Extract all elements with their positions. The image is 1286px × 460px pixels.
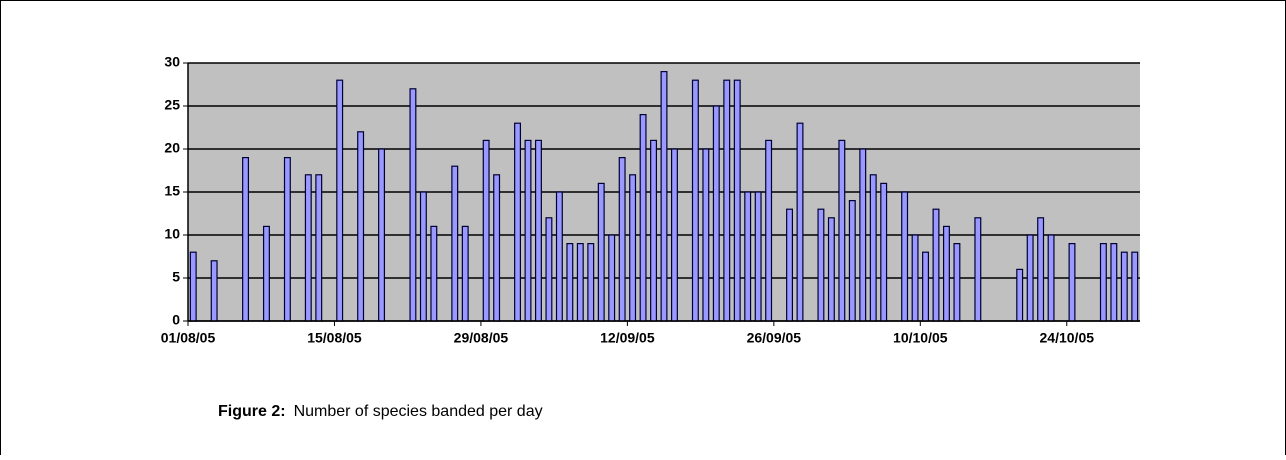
bar (576, 243, 584, 322)
bar (189, 251, 197, 322)
bar (493, 174, 501, 322)
bar (650, 139, 658, 322)
bar (629, 174, 637, 322)
bar (1016, 268, 1024, 322)
bar (242, 157, 250, 322)
bar (283, 157, 291, 322)
bar (817, 208, 825, 322)
bar (608, 234, 616, 322)
bar (733, 79, 741, 322)
bar (597, 182, 605, 322)
x-tick-label: 10/10/05 (893, 330, 948, 346)
bar (639, 113, 647, 322)
bar (922, 251, 930, 322)
bar (869, 174, 877, 322)
bar (461, 225, 469, 322)
bar (378, 148, 386, 322)
bar (744, 191, 752, 322)
bar (827, 217, 835, 322)
bar (974, 217, 982, 322)
caption-text: Number of species banded per day (294, 403, 543, 420)
bar (555, 191, 563, 322)
bar (210, 260, 218, 322)
bar (660, 70, 668, 322)
bar (765, 139, 773, 322)
bar (786, 208, 794, 322)
bar (880, 182, 888, 322)
bar (262, 225, 270, 322)
bar (670, 148, 678, 322)
bar (315, 174, 323, 322)
bar (838, 139, 846, 322)
bar (723, 79, 731, 322)
caption-label: Figure 2: (218, 403, 286, 420)
bar (409, 88, 417, 322)
y-tick-label: 25 (164, 97, 180, 113)
y-tick-label: 0 (172, 312, 180, 328)
bar (482, 139, 490, 322)
x-tick-label: 26/09/05 (747, 330, 802, 346)
bar (942, 225, 950, 322)
bar (1110, 243, 1118, 322)
y-tick-label: 10 (164, 226, 180, 242)
bar (932, 208, 940, 322)
bar (712, 105, 720, 322)
bar (587, 243, 595, 322)
bar (524, 139, 532, 322)
x-tick-label: 24/10/05 (1040, 330, 1095, 346)
x-tick-label: 01/08/05 (161, 330, 216, 346)
bar (911, 234, 919, 322)
bar (419, 191, 427, 322)
bar (566, 243, 574, 322)
bar (1068, 243, 1076, 322)
bar (1047, 234, 1055, 322)
y-tick-label: 5 (172, 269, 180, 285)
bar (451, 165, 459, 322)
y-tick-label: 20 (164, 140, 180, 156)
bar (618, 157, 626, 322)
bar (545, 217, 553, 322)
bar (534, 139, 542, 322)
bar (901, 191, 909, 322)
bar (304, 174, 312, 322)
bar (702, 148, 710, 322)
bar (848, 200, 856, 322)
x-tick-label: 29/08/05 (454, 330, 509, 346)
bar (796, 122, 804, 322)
bar (953, 243, 961, 322)
bar (514, 122, 522, 322)
bar (1099, 243, 1107, 322)
bar (1131, 251, 1139, 322)
bar (859, 148, 867, 322)
bar (430, 225, 438, 322)
y-tick-label: 30 (164, 54, 180, 70)
bar (1120, 251, 1128, 322)
bar (1037, 217, 1045, 322)
bar (357, 131, 365, 322)
caption: Figure 2: Number of species banded per da… (218, 403, 543, 420)
x-tick-label: 12/09/05 (600, 330, 655, 346)
bar (754, 191, 762, 322)
x-tick-label: 15/08/05 (307, 330, 362, 346)
bar (336, 79, 344, 322)
bar (1026, 234, 1034, 322)
y-tick-label: 15 (164, 183, 180, 199)
bar (691, 79, 699, 322)
